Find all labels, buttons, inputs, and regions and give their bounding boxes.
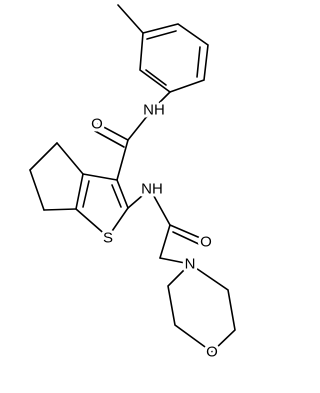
atom-labels: O NH S NH O N O [88, 99, 221, 364]
atom-label: N [185, 256, 196, 273]
atom-label: NH [143, 102, 165, 119]
atom-label: NH [141, 181, 163, 198]
atom-label: O [91, 116, 103, 133]
bonds [29, 4, 236, 354]
page: O NH S NH O N O (() => { const data = JS… [29, 4, 236, 364]
atom-label: O [200, 234, 212, 251]
atom-label: O [206, 344, 218, 361]
atom-label: S [103, 230, 113, 247]
structure: O NH S NH O N O [29, 4, 236, 364]
